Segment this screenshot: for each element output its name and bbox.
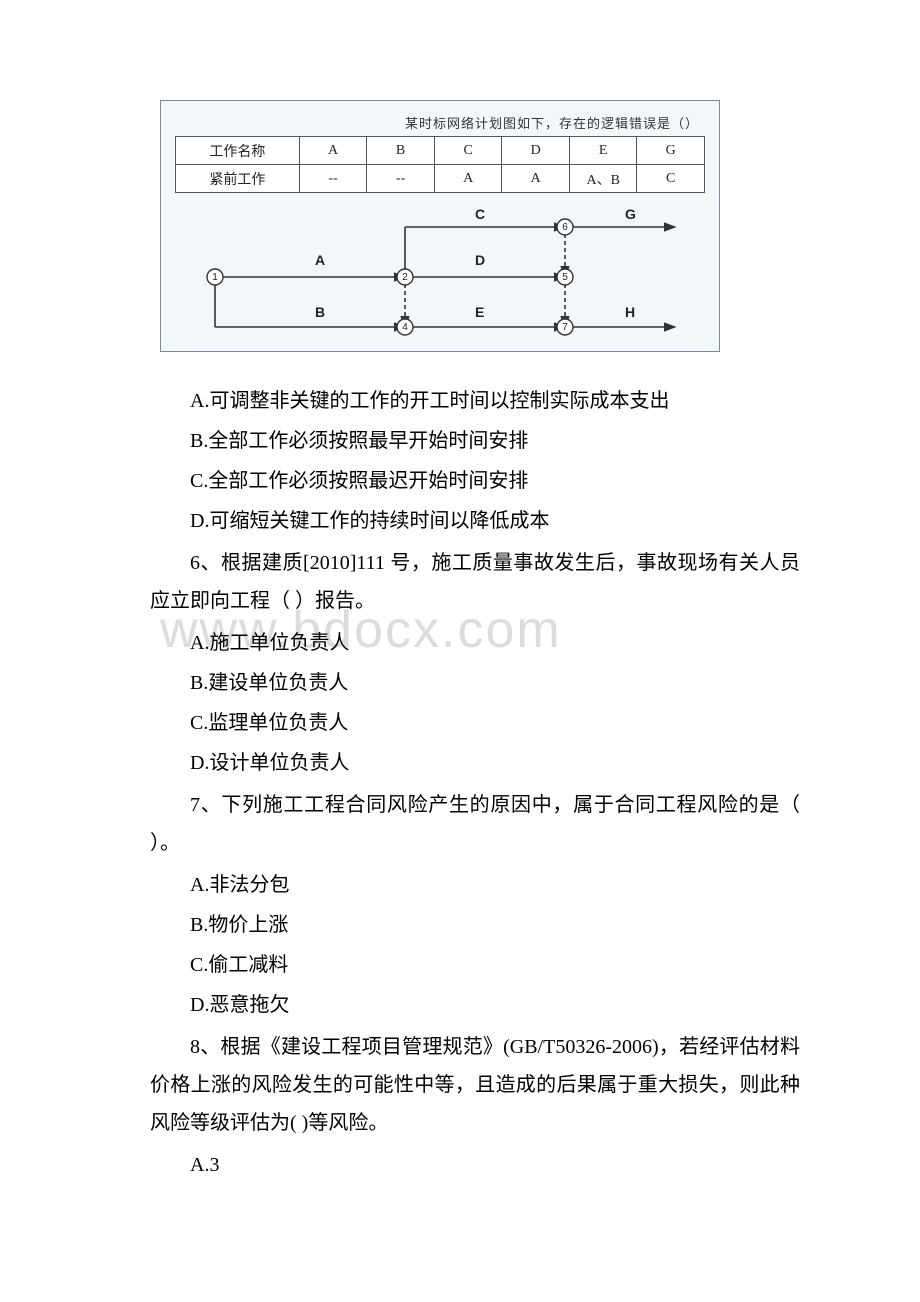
precedence-table: 工作名称 A B C D E G 紧前工作 -- -- A A A、B C [175,136,705,193]
table-cell: B [367,137,435,165]
table-cell: A [299,137,367,165]
diagram-caption: 某时标网络计划图如下，存在的逻辑错误是（） [175,113,705,132]
option-d: D.恶意拖欠 [150,986,800,1024]
svg-text:5: 5 [562,272,568,283]
svg-text:G: G [625,207,636,222]
option-b: B.物价上涨 [150,906,800,944]
network-diagram-figure: 某时标网络计划图如下，存在的逻辑错误是（） 工作名称 A B C D E G 紧… [160,100,720,352]
option-b: B.全部工作必须按照最早开始时间安排 [150,422,800,460]
svg-text:H: H [625,304,635,320]
question-7: 7、下列施工工程合同风险产生的原因中，属于合同工程风险的是（ ）。 [150,786,800,862]
svg-text:1: 1 [212,272,218,283]
table-cell: C [434,137,502,165]
svg-text:6: 6 [562,222,568,233]
question-6: 6、根据建质[2010]111 号，施工质量事故发生后，事故现场有关人员应立即向… [150,544,800,620]
table-header-cell: 紧前工作 [176,165,300,193]
svg-text:4: 4 [402,322,408,333]
network-diagram: A B C D E G H 1 2 4 6 5 7 [175,207,695,337]
table-row: 工作名称 A B C D E G [176,137,705,165]
table-cell: -- [367,165,435,193]
svg-text:B: B [315,304,325,320]
table-cell: E [569,137,637,165]
svg-text:D: D [475,252,485,268]
table-cell: A [502,165,570,193]
table-cell: G [637,137,705,165]
option-a: A.施工单位负责人 [150,624,800,662]
svg-text:E: E [475,304,484,320]
option-c: C.全部工作必须按照最迟开始时间安排 [150,462,800,500]
question-8: 8、根据《建设工程项目管理规范》(GB/T50326-2006)，若经评估材料价… [150,1028,800,1142]
svg-text:C: C [475,207,485,222]
option-a: A.非法分包 [150,866,800,904]
table-cell: C [637,165,705,193]
option-c: C.监理单位负责人 [150,704,800,742]
table-cell: A [434,165,502,193]
option-c: C.偷工减料 [150,946,800,984]
option-b: B.建设单位负责人 [150,664,800,702]
table-cell: D [502,137,570,165]
svg-text:7: 7 [562,322,568,333]
table-cell: A、B [569,165,637,193]
table-row: 紧前工作 -- -- A A A、B C [176,165,705,193]
option-a: A.可调整非关键的工作的开工时间以控制实际成本支出 [150,382,800,420]
table-cell: -- [299,165,367,193]
table-header-cell: 工作名称 [176,137,300,165]
svg-text:A: A [315,252,325,268]
option-a: A.3 [150,1146,800,1184]
option-d: D.设计单位负责人 [150,744,800,782]
svg-text:2: 2 [402,272,408,283]
option-d: D.可缩短关键工作的持续时间以降低成本 [150,502,800,540]
